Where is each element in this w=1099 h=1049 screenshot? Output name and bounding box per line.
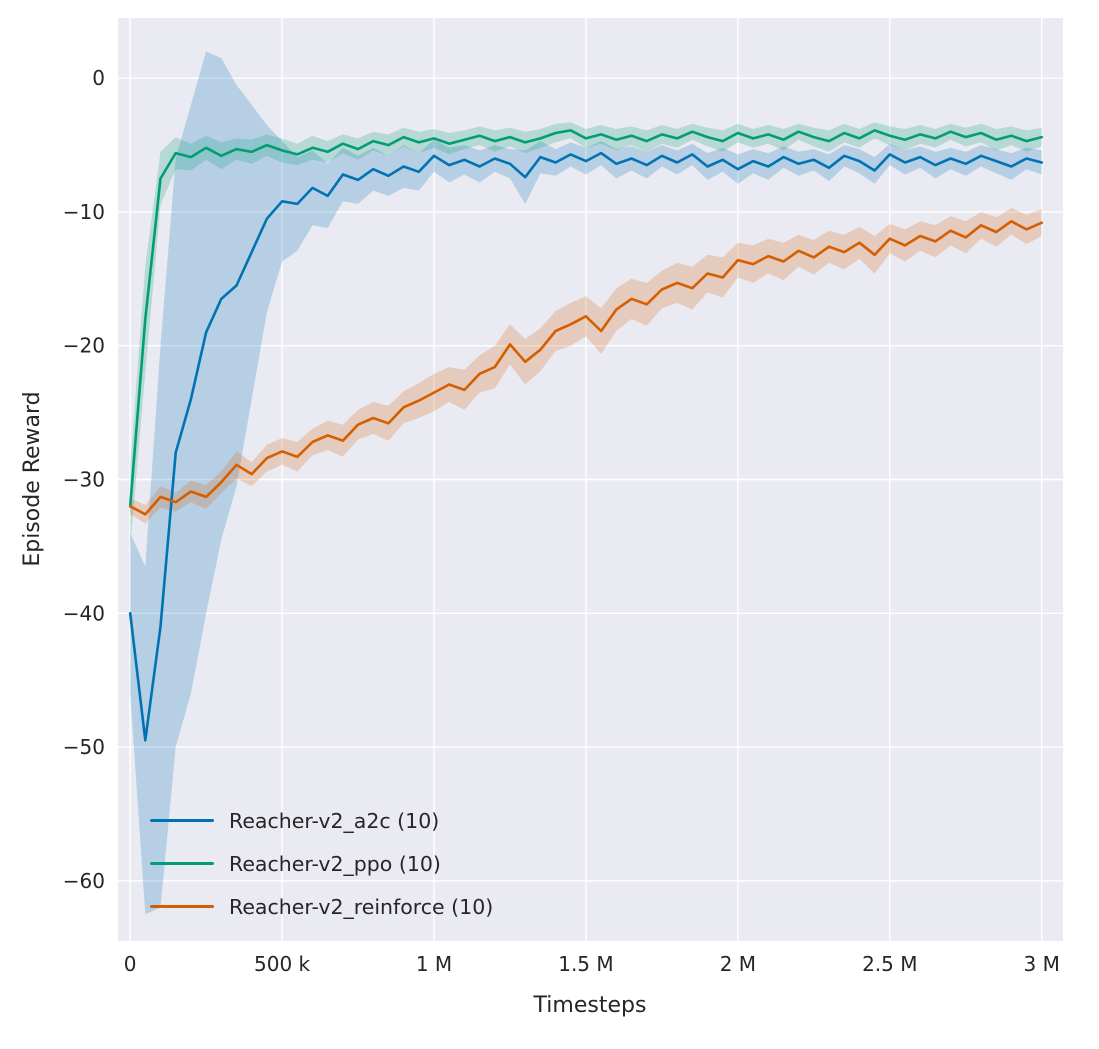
x-tick-label: 1 M: [416, 952, 452, 976]
y-tick-label: −50: [63, 735, 105, 759]
legend-item-ppo: Reacher-v2_ppo (10): [150, 842, 493, 885]
y-axis-label: Episode Reward: [20, 391, 45, 567]
y-tick-label: −40: [63, 601, 105, 625]
legend: Reacher-v2_a2c (10) Reacher-v2_ppo (10) …: [150, 799, 493, 928]
y-tick-label: −60: [63, 869, 105, 893]
legend-label-ppo: Reacher-v2_ppo (10): [229, 851, 441, 876]
legend-item-a2c: Reacher-v2_a2c (10): [150, 799, 493, 842]
y-tick-label: 0: [92, 66, 105, 90]
legend-label-a2c: Reacher-v2_a2c (10): [229, 808, 440, 833]
x-tick-label: 0: [124, 952, 137, 976]
y-tick-label: −10: [63, 200, 105, 224]
legend-label-reinforce: Reacher-v2_reinforce (10): [229, 894, 494, 919]
legend-swatch-a2c-line: [150, 819, 214, 822]
x-tick-label: 3 M: [1024, 952, 1060, 976]
y-tick-label: −30: [63, 468, 105, 492]
x-tick-label: 500 k: [254, 952, 311, 976]
x-tick-label: 1.5 M: [558, 952, 613, 976]
y-tick-label: −20: [63, 334, 105, 358]
legend-swatch-reinforce-line: [150, 905, 214, 908]
x-tick-label: 2 M: [720, 952, 756, 976]
x-axis-label: Timesteps: [533, 993, 647, 1018]
legend-swatch-ppo-line: [150, 862, 214, 865]
legend-item-reinforce: Reacher-v2_reinforce (10): [150, 885, 493, 928]
x-tick-label: 2.5 M: [862, 952, 917, 976]
